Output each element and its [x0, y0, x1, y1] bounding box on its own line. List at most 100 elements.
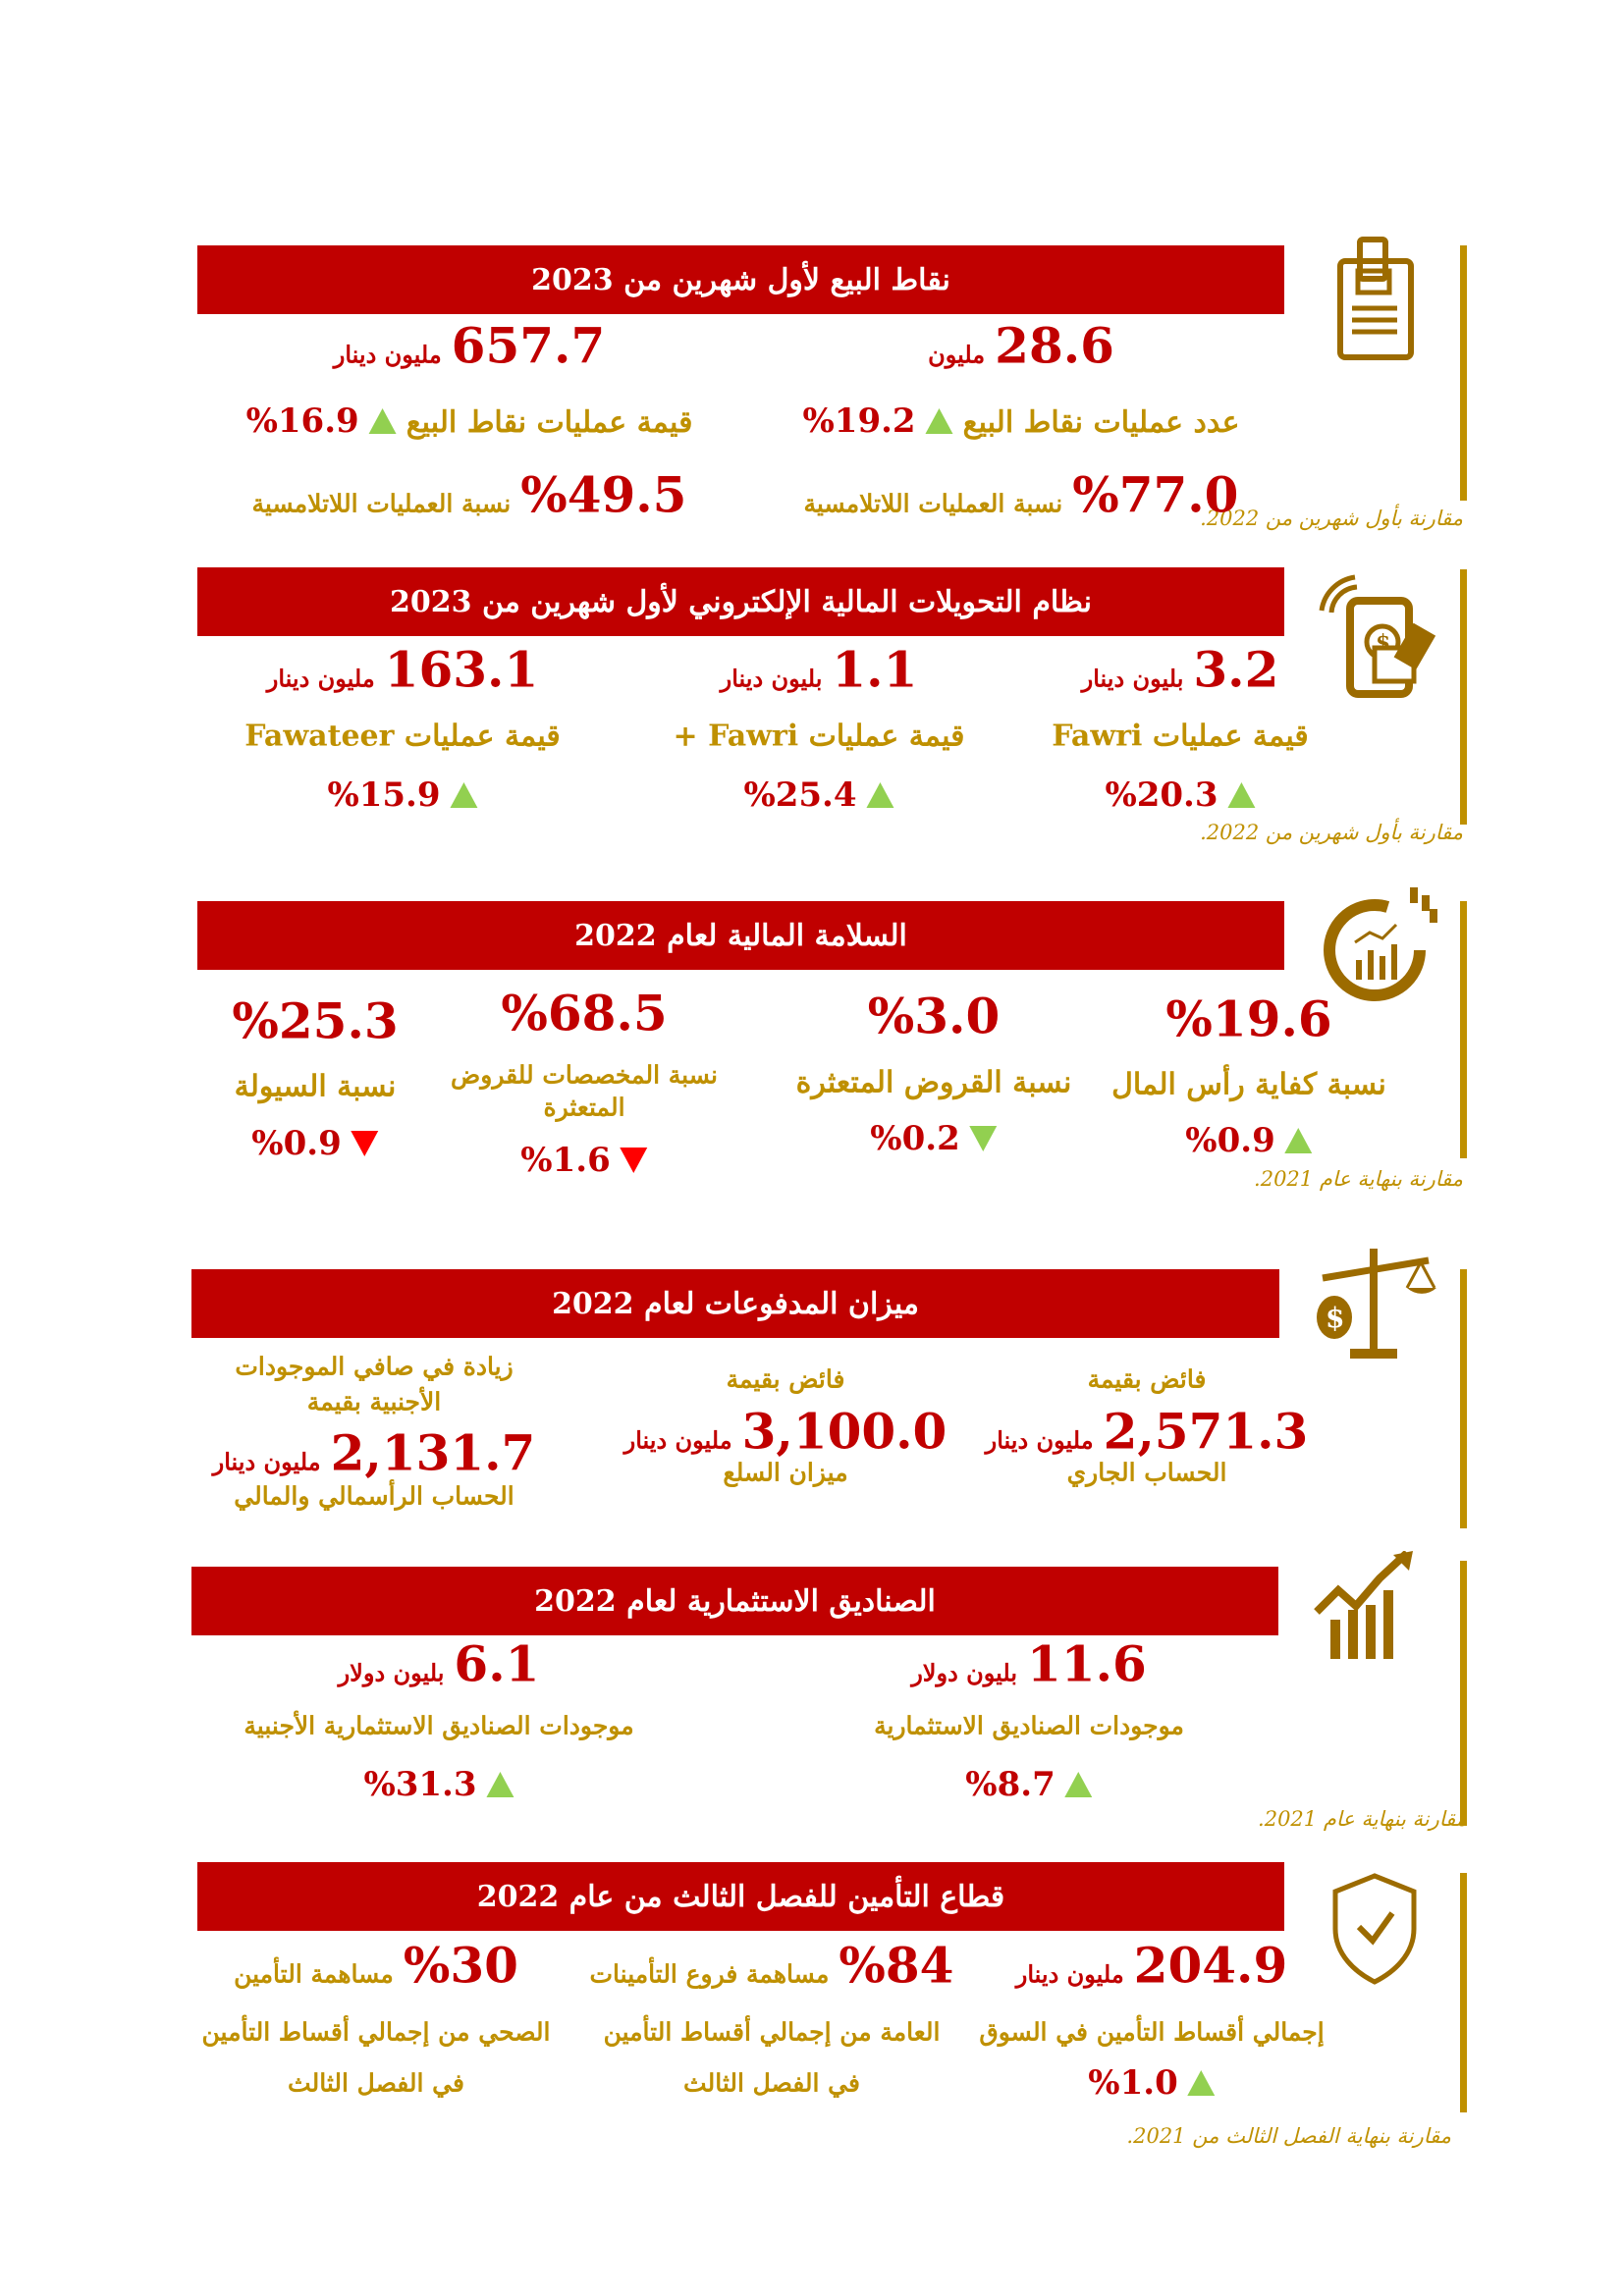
- stat-line: الحساب الجاري: [1067, 1459, 1227, 1487]
- trend-up-icon: [925, 408, 953, 434]
- stat-line: %0.2: [870, 1119, 998, 1158]
- stat-label: الأجنبية بقيمة: [306, 1387, 442, 1416]
- stat-label: نسبة القروض المتعثرة: [795, 1065, 1072, 1100]
- pos-terminal-icon: [1332, 236, 1421, 367]
- stat-line: 204.9 مليون دينار: [1016, 1937, 1288, 1995]
- stat-value: %30: [403, 1936, 518, 1995]
- stat-line: المتعثرة: [543, 1094, 624, 1122]
- stat-line: %8.7: [965, 1765, 1093, 1804]
- stat-line: %15.9: [327, 775, 478, 815]
- stat-value: %19.6: [1165, 989, 1332, 1048]
- stat-change: %20.3: [1105, 775, 1218, 815]
- section-title: قطاع التأمين للفصل الثالث من عام 2022: [476, 1879, 1005, 1914]
- stat-line: 2,571.3 مليون دينار: [986, 1403, 1309, 1461]
- stat-line: الأجنبية بقيمة: [307, 1388, 441, 1416]
- stat-unit: مليون: [928, 340, 986, 369]
- stat-label: مساهمة فروع التأمينات: [589, 1959, 830, 1989]
- stat-label: فائض بقيمة: [726, 1364, 845, 1394]
- trend-down-icon: [351, 1131, 379, 1156]
- stat-label: المتعثرة: [543, 1093, 625, 1122]
- stat-line: %19.6: [1165, 990, 1331, 1048]
- stat-line: نسبة كفاية رأس المال: [1111, 1068, 1386, 1102]
- stat-line: %84 مساهمة فروع التأمينات: [590, 1937, 954, 1995]
- stat-label: نسبة العمليات اللاتلامسية: [251, 489, 512, 518]
- section-title: نقاط البيع لأول شهرين من 2023: [531, 262, 950, 297]
- stat-label: قيمة عمليات Fawri +: [673, 719, 965, 754]
- stat-line: %0.9: [251, 1124, 379, 1163]
- stat-value: 2,131.7: [330, 1423, 536, 1482]
- stat-line: %68.5: [501, 985, 667, 1042]
- stat-label: نسبة العمليات اللاتلامسية: [803, 489, 1063, 518]
- comparison-note: مقارنة بنهاية عام 2021.: [1254, 1167, 1463, 1191]
- stat-label: الحساب الرأسمالي والمالي: [234, 1481, 514, 1511]
- stat-change: %31.3: [363, 1765, 477, 1804]
- stat-line: 6.1 بليون دولار: [339, 1635, 540, 1693]
- stat-unit: مليون دينار: [623, 1425, 732, 1455]
- stat-line: %30 مساهمة التأمين: [234, 1937, 518, 1995]
- stat-change: %19.2: [802, 401, 916, 441]
- trend-up-icon: [486, 1772, 514, 1797]
- section-title: السلامة المالية لعام 2022: [574, 918, 907, 953]
- stat-line: 11.6 بليون دولار: [911, 1635, 1147, 1693]
- trend-up-icon: [1227, 782, 1256, 808]
- section-header-4: ميزان المدفوعات لعام 2022: [191, 1269, 1279, 1338]
- trend-down-icon: [620, 1148, 648, 1173]
- stat-change: %0.9: [251, 1124, 342, 1163]
- trend-down-icon: [969, 1126, 998, 1151]
- stat-line: %20.3: [1105, 775, 1256, 815]
- stat-value: %77.0: [1072, 465, 1239, 524]
- stat-line: %1.6: [520, 1141, 648, 1180]
- stat-value: %68.5: [501, 984, 668, 1042]
- stat-line: نسبة السيولة: [235, 1070, 397, 1104]
- stat-line: 3,100.0 مليون دينار: [624, 1403, 947, 1461]
- stat-label: موجودات الصناديق الاستثمارية: [874, 1711, 1184, 1740]
- stat-label: موجودات الصناديق الاستثمارية الأجنبية: [244, 1711, 634, 1740]
- trend-up-icon: [866, 782, 894, 808]
- stat-unit: بليون دينار: [720, 664, 823, 693]
- shield-check-icon: [1326, 1870, 1424, 1992]
- stat-label: نسبة المخصصات للقروض: [451, 1060, 718, 1090]
- section-title: الصناديق الاستثمارية لعام 2022: [534, 1583, 936, 1619]
- accent-divider: [1460, 901, 1467, 1158]
- accent-divider: [1460, 1269, 1467, 1528]
- stat-unit: مليون دينار: [333, 340, 442, 369]
- stat-label: قيمة عمليات Fawri: [1052, 719, 1309, 754]
- stat-change: %1.0: [1088, 2063, 1178, 2103]
- growth-chart-icon: [1311, 1550, 1438, 1663]
- trend-up-icon: [1064, 1772, 1093, 1797]
- stat-change: %8.7: [965, 1765, 1056, 1804]
- stat-line: %1.0: [1088, 2063, 1216, 2103]
- stat-unit: بليون دولار: [911, 1658, 1018, 1687]
- section-header-6: قطاع التأمين للفصل الثالث من عام 2022: [197, 1862, 1284, 1931]
- stat-value: %84: [839, 1936, 954, 1995]
- stat-label: في الفصل الثالث: [288, 2068, 464, 2098]
- stat-value: %3.0: [867, 987, 1001, 1045]
- mobile-payment-icon: $: [1316, 571, 1443, 703]
- trend-up-icon: [1187, 2070, 1216, 2096]
- stat-change: %1.6: [520, 1141, 611, 1180]
- stat-change: %0.2: [870, 1119, 960, 1158]
- accent-divider: [1460, 569, 1467, 825]
- stat-value: %49.5: [520, 465, 687, 524]
- stat-value: 657.7: [451, 316, 606, 375]
- stat-line: موجودات الصناديق الاستثمارية: [874, 1712, 1184, 1740]
- section-header-1: نقاط البيع لأول شهرين من 2023: [197, 245, 1284, 314]
- stat-line: %3.0: [868, 988, 1001, 1045]
- stat-line: العامة من إجمالي أقساط التأمين: [604, 2018, 941, 2047]
- stat-line: 657.7 مليون دينار: [334, 317, 606, 375]
- stat-value: 3,100.0: [741, 1402, 947, 1461]
- stat-value: 163.1: [384, 640, 539, 699]
- stat-label: مساهمة التأمين: [234, 1959, 394, 1989]
- stat-value: 11.6: [1027, 1634, 1147, 1693]
- section-header-2: نظام التحويلات المالية الإلكتروني لأول ش…: [197, 567, 1284, 636]
- stat-line: قيمة عمليات نقاط البيع %16.9: [246, 401, 693, 441]
- trend-up-icon: [450, 782, 478, 808]
- stat-unit: مليون دينار: [1015, 1959, 1124, 1989]
- accent-divider: [1460, 245, 1467, 501]
- stat-line: زيادة في صافي الموجودات: [235, 1353, 513, 1381]
- stat-line: ميزان السلع: [723, 1459, 847, 1487]
- stat-value: 28.6: [995, 316, 1114, 375]
- stat-label: الحساب الجاري: [1066, 1458, 1227, 1487]
- stat-label: فائض بقيمة: [1087, 1364, 1207, 1394]
- stat-line: في الفصل الثالث: [683, 2069, 860, 2098]
